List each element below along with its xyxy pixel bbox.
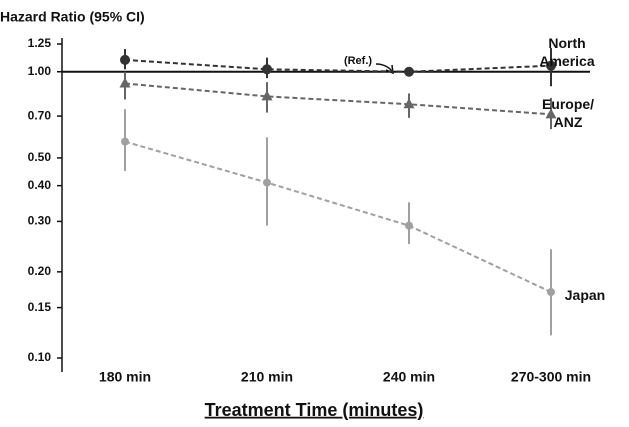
point — [119, 77, 131, 88]
x-tick-label: 180 min — [99, 369, 151, 385]
y-tick-label: 0.50 — [28, 150, 52, 164]
point — [547, 288, 555, 297]
point — [546, 60, 556, 71]
ref-annotation: (Ref.) — [344, 55, 372, 67]
point — [121, 137, 129, 146]
y-tick-label: 1.25 — [28, 36, 52, 50]
y-tick-label: 0.40 — [28, 178, 52, 192]
x-axis-title: Treatment Time (minutes) — [205, 400, 424, 420]
y-tick-label: 0.15 — [28, 300, 52, 314]
point — [405, 221, 413, 230]
y-tick-label: 0.70 — [28, 108, 52, 122]
series-label: Europe/ANZ — [541, 96, 595, 130]
series-label: North America — [539, 35, 595, 69]
y-tick-label: 0.30 — [28, 214, 52, 228]
y-tick-label: 0.10 — [28, 350, 52, 364]
x-tick-label: 210 min — [241, 369, 293, 385]
y-axis-title: Hazard Ratio (95% CI) — [0, 9, 145, 25]
point — [263, 178, 271, 187]
y-tick-label: 0.20 — [28, 264, 52, 278]
series-label: Japan — [564, 287, 606, 303]
x-tick-label: 240 min — [383, 369, 435, 385]
x-tick-label: 270-300 min — [511, 369, 591, 385]
y-tick-label: 1.00 — [28, 64, 52, 78]
point — [403, 98, 415, 109]
ref-arrow — [375, 63, 393, 72]
point — [262, 64, 272, 75]
point — [545, 108, 557, 119]
series-line — [124, 58, 552, 73]
series-line — [124, 82, 552, 116]
point — [120, 54, 130, 65]
point — [404, 66, 414, 77]
point — [261, 90, 273, 101]
series-line — [124, 140, 552, 293]
